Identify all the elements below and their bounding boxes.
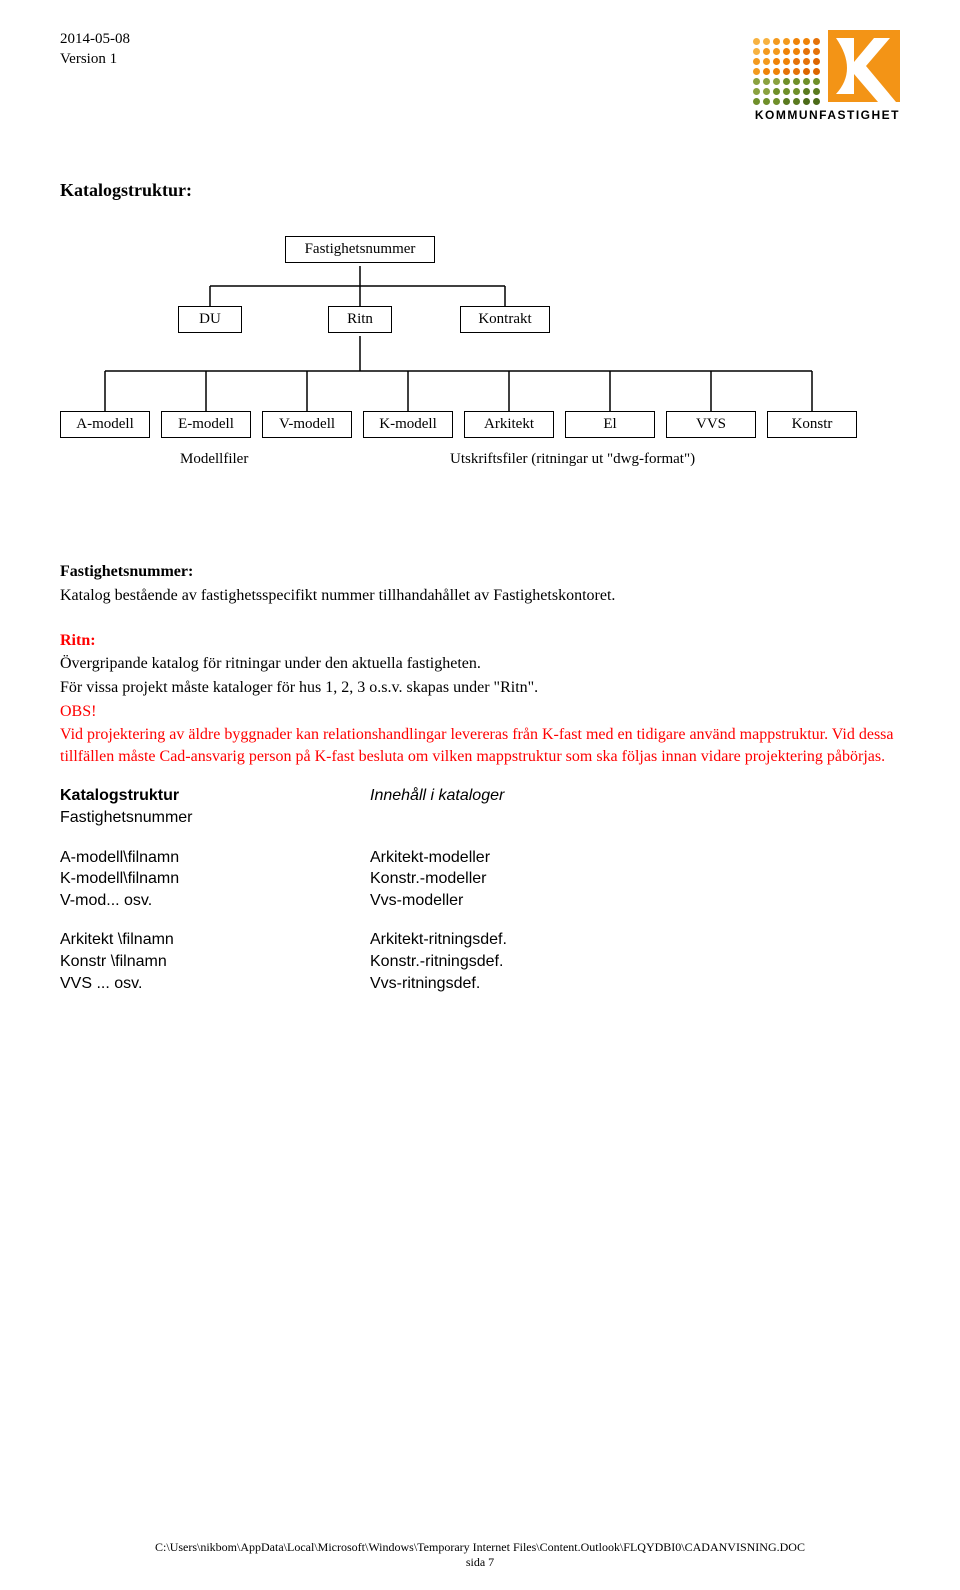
chart-node-leaf: Arkitekt xyxy=(464,411,554,438)
footer-page: sida 7 xyxy=(0,1555,960,1570)
list-item: Arkitekt-modeller xyxy=(370,847,900,869)
chart-node-mid: DU xyxy=(178,306,242,333)
list-item: Konstr \filnamn xyxy=(60,951,370,973)
chart-node-top: Fastighetsnummer xyxy=(285,236,435,263)
list-item: Arkitekt-ritningsdef. xyxy=(370,929,900,951)
paragraph: För vissa projekt måste kataloger för hu… xyxy=(60,677,900,699)
list-item: Vvs-modeller xyxy=(370,890,900,912)
list-item: A-modell\filnamn xyxy=(60,847,370,869)
page-header: 2014-05-08 Version 1 KOMMUNFASTIGHET xyxy=(60,30,900,120)
catalog-table: Katalogstruktur Fastighetsnummer A-model… xyxy=(60,785,900,1012)
chart-node-leaf: K-modell xyxy=(363,411,453,438)
subheading-ritn: Ritn: xyxy=(60,630,900,652)
header-meta: 2014-05-08 Version 1 xyxy=(60,30,130,69)
obs-label: OBS! xyxy=(60,701,900,723)
page-footer: C:\Users\nikbom\AppData\Local\Microsoft\… xyxy=(0,1540,960,1570)
chart-node-leaf: E-modell xyxy=(161,411,251,438)
subheading: Fastighetsnummer: xyxy=(60,561,900,583)
chart-connectors xyxy=(60,226,860,526)
paragraph: Katalog bestående av fastighetsspecifikt… xyxy=(60,585,900,607)
list-item: Vvs-ritningsdef. xyxy=(370,973,900,995)
page-title: Katalogstruktur: xyxy=(60,180,900,201)
list-item: Konstr.-ritningsdef. xyxy=(370,951,900,973)
list-item: V-mod... osv. xyxy=(60,890,370,912)
logo-k-icon xyxy=(828,30,900,102)
chart-node-mid: Kontrakt xyxy=(460,306,550,333)
chart-node-leaf: A-modell xyxy=(60,411,150,438)
catalog-right-column: Innehåll i kataloger Arkitekt-modeller K… xyxy=(370,785,900,1012)
chart-node-leaf: El xyxy=(565,411,655,438)
chart-row-label-right: Utskriftsfiler (ritningar ut "dwg-format… xyxy=(450,451,695,468)
list-item: Konstr.-modeller xyxy=(370,868,900,890)
chart-row-label-left: Modellfiler xyxy=(180,451,248,468)
logo-dots-icon xyxy=(753,38,820,105)
header-date: 2014-05-08 xyxy=(60,30,130,50)
col-header: Innehåll i kataloger xyxy=(370,785,900,807)
paragraph: Övergripande katalog för ritningar under… xyxy=(60,653,900,675)
obs-paragraph: Vid projektering av äldre byggnader kan … xyxy=(60,724,900,767)
list-item: VVS ... osv. xyxy=(60,973,370,995)
org-chart: Fastighetsnummer DU Ritn Kontrakt A-mode… xyxy=(60,226,860,526)
body-text: Fastighetsnummer: Katalog bestående av f… xyxy=(60,561,900,767)
list-item: Arkitekt \filnamn xyxy=(60,929,370,951)
logo: KOMMUNFASTIGHET xyxy=(650,30,900,120)
list-item: K-modell\filnamn xyxy=(60,868,370,890)
logo-brand: KOMMUNFASTIGHET xyxy=(755,108,900,122)
chart-node-leaf: V-modell xyxy=(262,411,352,438)
chart-node-leaf: Konstr xyxy=(767,411,857,438)
col-subheader: Fastighetsnummer xyxy=(60,807,370,829)
footer-path: C:\Users\nikbom\AppData\Local\Microsoft\… xyxy=(0,1540,960,1555)
chart-node-leaf: VVS xyxy=(666,411,756,438)
col-header: Katalogstruktur xyxy=(60,785,370,807)
page: 2014-05-08 Version 1 KOMMUNFASTIGHET Kat… xyxy=(0,0,960,1590)
catalog-left-column: Katalogstruktur Fastighetsnummer A-model… xyxy=(60,785,370,1012)
header-version: Version 1 xyxy=(60,50,130,70)
chart-node-mid: Ritn xyxy=(328,306,392,333)
